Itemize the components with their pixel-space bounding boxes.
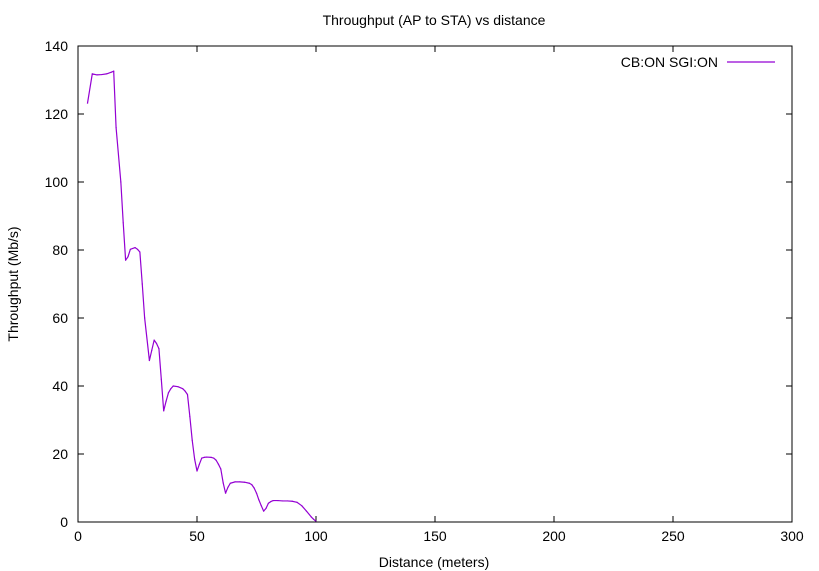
data-point bbox=[239, 481, 241, 483]
data-point bbox=[227, 486, 229, 488]
data-point bbox=[96, 74, 98, 76]
plot-frame bbox=[77, 45, 793, 523]
data-point bbox=[220, 468, 222, 470]
data-point bbox=[301, 505, 303, 507]
data-point bbox=[224, 492, 227, 494]
x-tick-label: 150 bbox=[423, 528, 447, 544]
data-point bbox=[127, 256, 129, 258]
data-point bbox=[172, 385, 174, 387]
data-point bbox=[167, 392, 170, 394]
y-tick-label: 60 bbox=[52, 310, 68, 326]
data-point bbox=[134, 247, 136, 249]
data-point bbox=[265, 507, 267, 509]
y-tick-label: 80 bbox=[52, 242, 68, 258]
data-point bbox=[248, 482, 250, 484]
data-point bbox=[267, 502, 269, 504]
data-point bbox=[213, 457, 215, 459]
data-point bbox=[136, 248, 139, 250]
y-tick-label: 140 bbox=[45, 38, 69, 54]
data-point bbox=[291, 500, 293, 502]
data-point bbox=[282, 500, 284, 502]
data-point bbox=[160, 378, 162, 380]
legend: CB:ON SGI:ON bbox=[621, 54, 775, 70]
data-point bbox=[170, 388, 172, 390]
data-point bbox=[186, 393, 189, 396]
data-point bbox=[215, 459, 217, 461]
data-point bbox=[229, 482, 231, 484]
data-point bbox=[210, 456, 212, 458]
data-point bbox=[139, 251, 141, 253]
data-point bbox=[163, 410, 165, 412]
data-point bbox=[194, 458, 196, 460]
data-point bbox=[158, 348, 160, 350]
data-point bbox=[155, 342, 158, 345]
data-point bbox=[305, 510, 308, 512]
data-point bbox=[203, 456, 205, 458]
data-point bbox=[258, 499, 260, 501]
data-point bbox=[151, 349, 153, 351]
data-point bbox=[189, 416, 191, 418]
data-point bbox=[272, 499, 274, 502]
legend-label: CB:ON SGI:ON bbox=[621, 54, 718, 70]
y-tick-label: 120 bbox=[45, 106, 69, 122]
data-point bbox=[129, 248, 131, 250]
data-point bbox=[255, 492, 258, 494]
data-point bbox=[296, 501, 298, 503]
data-point bbox=[148, 359, 150, 362]
data-point bbox=[198, 463, 200, 465]
data-point bbox=[222, 482, 224, 484]
x-tick-label: 100 bbox=[304, 528, 328, 544]
data-point bbox=[125, 259, 127, 261]
y-tick-label: 0 bbox=[60, 514, 68, 530]
data-point bbox=[251, 484, 253, 486]
data-point bbox=[153, 339, 155, 341]
data-point bbox=[182, 388, 184, 390]
data-point bbox=[120, 181, 122, 183]
data-point bbox=[86, 102, 89, 104]
y-axis-label: Throughput (Mb/s) bbox=[5, 226, 21, 341]
data-point bbox=[191, 439, 193, 441]
data-point bbox=[310, 516, 312, 518]
data-point bbox=[263, 510, 265, 512]
data-point bbox=[141, 283, 143, 285]
data-point bbox=[177, 386, 179, 388]
data-point bbox=[184, 390, 186, 392]
data-point bbox=[234, 481, 236, 483]
data-point bbox=[313, 518, 315, 520]
x-tick-label: 250 bbox=[661, 528, 685, 544]
data-point bbox=[113, 70, 115, 72]
x-tick-label: 300 bbox=[780, 528, 804, 544]
y-tick-label: 20 bbox=[52, 446, 68, 462]
data-point bbox=[144, 317, 146, 319]
x-tick-label: 200 bbox=[542, 528, 566, 544]
data-point bbox=[217, 463, 220, 465]
data-point bbox=[277, 499, 279, 502]
chart-title: Throughput (AP to STA) vs distance bbox=[323, 12, 546, 28]
y-tick-label: 40 bbox=[52, 378, 68, 394]
data-point bbox=[201, 457, 203, 459]
data-point bbox=[101, 73, 103, 76]
data-point bbox=[270, 501, 272, 503]
data-point bbox=[205, 456, 208, 458]
data-point bbox=[105, 73, 108, 75]
x-axis-label: Distance (meters) bbox=[379, 554, 489, 570]
x-tick-label: 50 bbox=[189, 528, 205, 544]
data-point bbox=[253, 487, 255, 489]
y-tick-label: 100 bbox=[45, 174, 69, 190]
data-point bbox=[244, 481, 246, 483]
data-point bbox=[196, 470, 198, 472]
data-point bbox=[115, 127, 117, 129]
data-point bbox=[286, 500, 289, 502]
data-point bbox=[165, 400, 167, 402]
data-point bbox=[110, 71, 112, 73]
data-point bbox=[122, 222, 124, 224]
data-point bbox=[91, 73, 93, 75]
axis-ticks: 0 50 100 150 200 250 300 0 20 40 60 80 100 120 140 bbox=[45, 38, 804, 544]
series-layer bbox=[86, 70, 317, 522]
data-point bbox=[260, 505, 262, 507]
series-line-0 bbox=[86, 70, 317, 522]
x-tick-label: 0 bbox=[74, 528, 82, 544]
